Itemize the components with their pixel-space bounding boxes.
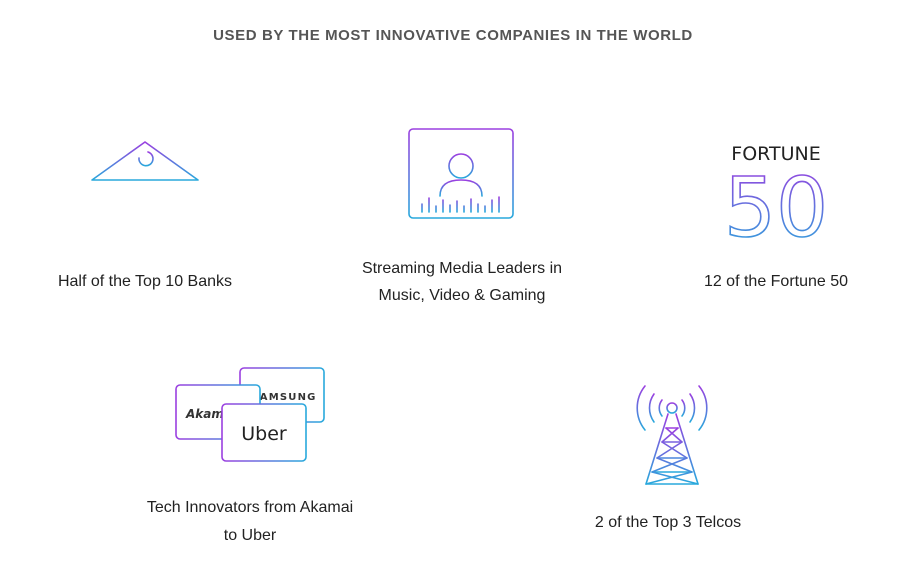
tower-icon [636,385,708,485]
caption: Music, Video & Gaming [379,287,546,304]
fortune-word: FORTUNE [731,143,820,165]
logo-cards: SAMSUNG Akamai Uber [175,367,325,462]
section-title: USED BY THE MOST INNOVATIVE COMPANIES IN… [213,27,693,44]
bank-icon [91,141,199,235]
caption: Half of the Top 10 Banks [58,273,232,290]
fortune-number: 50 [724,161,828,256]
caption: 12 of the Fortune 50 [704,273,848,290]
akamai-logo: Akamai [185,407,237,421]
streaming-icon [408,128,514,219]
uber-logo: Uber [241,423,287,445]
samsung-logo: SAMSUNG [251,392,316,403]
caption: Streaming Media Leaders in [362,260,562,277]
caption: 2 of the Top 3 Telcos [595,514,741,531]
caption: to Uber [224,527,277,544]
caption: Tech Innovators from Akamai [147,499,353,516]
